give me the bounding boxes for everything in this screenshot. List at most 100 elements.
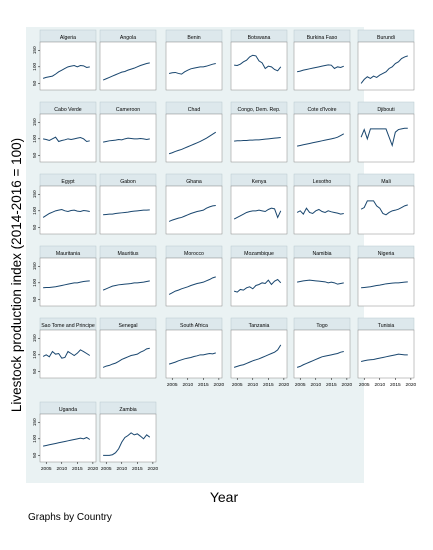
panel-plot-area bbox=[39, 41, 97, 91]
y-tick-label: 50 bbox=[32, 224, 38, 230]
panel: Gabon bbox=[99, 173, 157, 235]
panel-plot-area bbox=[230, 329, 288, 379]
x-tick-label: 2005 bbox=[232, 382, 243, 388]
x-tick-label: 2005 bbox=[167, 382, 178, 388]
panel: Burundi bbox=[357, 29, 415, 91]
panel-plot-area bbox=[39, 257, 97, 307]
series-line bbox=[296, 351, 344, 368]
y-tick-label: 100 bbox=[32, 63, 38, 71]
panel-title: Togo bbox=[316, 323, 327, 329]
y-tick-label: 50 bbox=[32, 152, 38, 158]
panel-plot-area bbox=[99, 329, 157, 379]
panel-title: Namibia bbox=[312, 251, 331, 257]
panel-title: Congo, Dem. Rep. bbox=[238, 107, 281, 113]
panel-title: Burundi bbox=[377, 35, 395, 41]
panel: Cote d'Ivoire bbox=[293, 101, 351, 163]
y-tick-label: 150 bbox=[32, 46, 38, 54]
series-line bbox=[168, 276, 216, 295]
panel-title: South Africa bbox=[180, 323, 208, 329]
panel-plot-area bbox=[357, 185, 415, 235]
y-tick-label: 50 bbox=[32, 368, 38, 374]
panel-plot-area bbox=[39, 113, 97, 163]
panel: Togo 2005 2010 2015 2020 bbox=[293, 317, 353, 388]
series-line bbox=[168, 205, 216, 222]
y-tick-label: 50 bbox=[32, 80, 38, 86]
panel-title: Chad bbox=[188, 107, 201, 113]
series-line bbox=[233, 207, 282, 220]
panel-title: Nigeria bbox=[378, 251, 395, 257]
series-line bbox=[360, 200, 408, 216]
x-tick-label: 2020 bbox=[88, 466, 99, 472]
y-tick-label: 50 bbox=[32, 296, 38, 302]
series-line bbox=[42, 64, 90, 79]
panel-plot-area bbox=[99, 41, 157, 91]
panel: Tunisia 2005 2010 2015 2020 bbox=[357, 317, 417, 388]
panel: Ghana bbox=[165, 173, 223, 235]
panel-plot-area bbox=[230, 257, 288, 307]
series-line bbox=[169, 63, 216, 75]
y-tick-label: 100 bbox=[32, 207, 38, 215]
panels-group: Algeria 50 100 150 Angola Benin Botswana Burkin… bbox=[32, 29, 417, 472]
panel-title: Mauritania bbox=[56, 251, 80, 257]
panel: Benin bbox=[165, 29, 223, 91]
panel: South Africa 2005 2010 2015 2020 bbox=[165, 317, 225, 388]
panel: Mauritius bbox=[99, 245, 157, 307]
panel-title: Ghana bbox=[186, 179, 202, 185]
x-tick-label: 2020 bbox=[406, 382, 417, 388]
panel: Mozambique bbox=[230, 245, 288, 307]
series-line bbox=[296, 207, 344, 215]
x-tick-label: 2005 bbox=[359, 382, 370, 388]
panel-plot-area bbox=[165, 185, 223, 235]
panel-title: Lesotho bbox=[313, 179, 332, 185]
panel-title: Sao Tome and Principe bbox=[41, 323, 95, 329]
series-line bbox=[103, 137, 150, 143]
panel-title: Morocco bbox=[184, 251, 204, 257]
panel-plot-area bbox=[293, 329, 351, 379]
series-line bbox=[234, 54, 282, 72]
panel-plot-area bbox=[293, 185, 351, 235]
panel: Nigeria bbox=[357, 245, 415, 307]
panel-title: Tunisia bbox=[378, 323, 395, 329]
y-tick-label: 150 bbox=[32, 262, 38, 270]
panel: Sao Tome and Principe 50 100 150 bbox=[32, 317, 97, 379]
series-line bbox=[168, 131, 217, 155]
x-tick-label: 2005 bbox=[101, 466, 112, 472]
panel: Kenya bbox=[230, 173, 288, 235]
panel: Mauritania 50 100 150 bbox=[32, 245, 97, 307]
panel-title: Mauritius bbox=[117, 251, 138, 257]
panel-title: Benin bbox=[187, 35, 200, 41]
series-line bbox=[102, 347, 150, 368]
panel-title: Senegal bbox=[118, 323, 137, 329]
panel-title: Mali bbox=[381, 179, 391, 185]
panel: Tanzania 2005 2010 2015 2020 bbox=[230, 317, 290, 388]
panel: Senegal bbox=[99, 317, 157, 379]
panel: Lesotho bbox=[293, 173, 351, 235]
series-line bbox=[360, 127, 408, 148]
panel-title: Angola bbox=[120, 35, 136, 41]
x-tick-label: 2010 bbox=[56, 466, 67, 472]
x-tick-label: 2020 bbox=[148, 466, 159, 472]
panel-plot-area bbox=[357, 41, 415, 91]
x-tick-label: 2010 bbox=[116, 466, 127, 472]
series-line bbox=[297, 133, 345, 147]
series-line bbox=[43, 436, 91, 447]
panel-plot-area bbox=[39, 185, 97, 235]
series-line bbox=[233, 344, 282, 368]
x-tick-label: 2005 bbox=[295, 382, 306, 388]
y-axis-title: Livestock production index (2014-2016 = … bbox=[9, 138, 24, 412]
panel-title: Mozambique bbox=[244, 251, 274, 257]
y-tick-label: 50 bbox=[32, 452, 38, 458]
series-line bbox=[103, 209, 150, 216]
panel-title: Cote d'Ivoire bbox=[308, 107, 337, 113]
x-tick-label: 2015 bbox=[390, 382, 401, 388]
x-tick-label: 2020 bbox=[342, 382, 353, 388]
series-line bbox=[42, 208, 90, 218]
x-tick-label: 2015 bbox=[326, 382, 337, 388]
panel: Namibia bbox=[293, 245, 351, 307]
series-line bbox=[103, 432, 151, 456]
panel: Uganda 50 100 150 2005 2010 2015 2020 bbox=[32, 401, 99, 472]
y-tick-label: 150 bbox=[32, 334, 38, 342]
panel-title: Algeria bbox=[60, 35, 76, 41]
panel-plot-area bbox=[165, 113, 223, 163]
